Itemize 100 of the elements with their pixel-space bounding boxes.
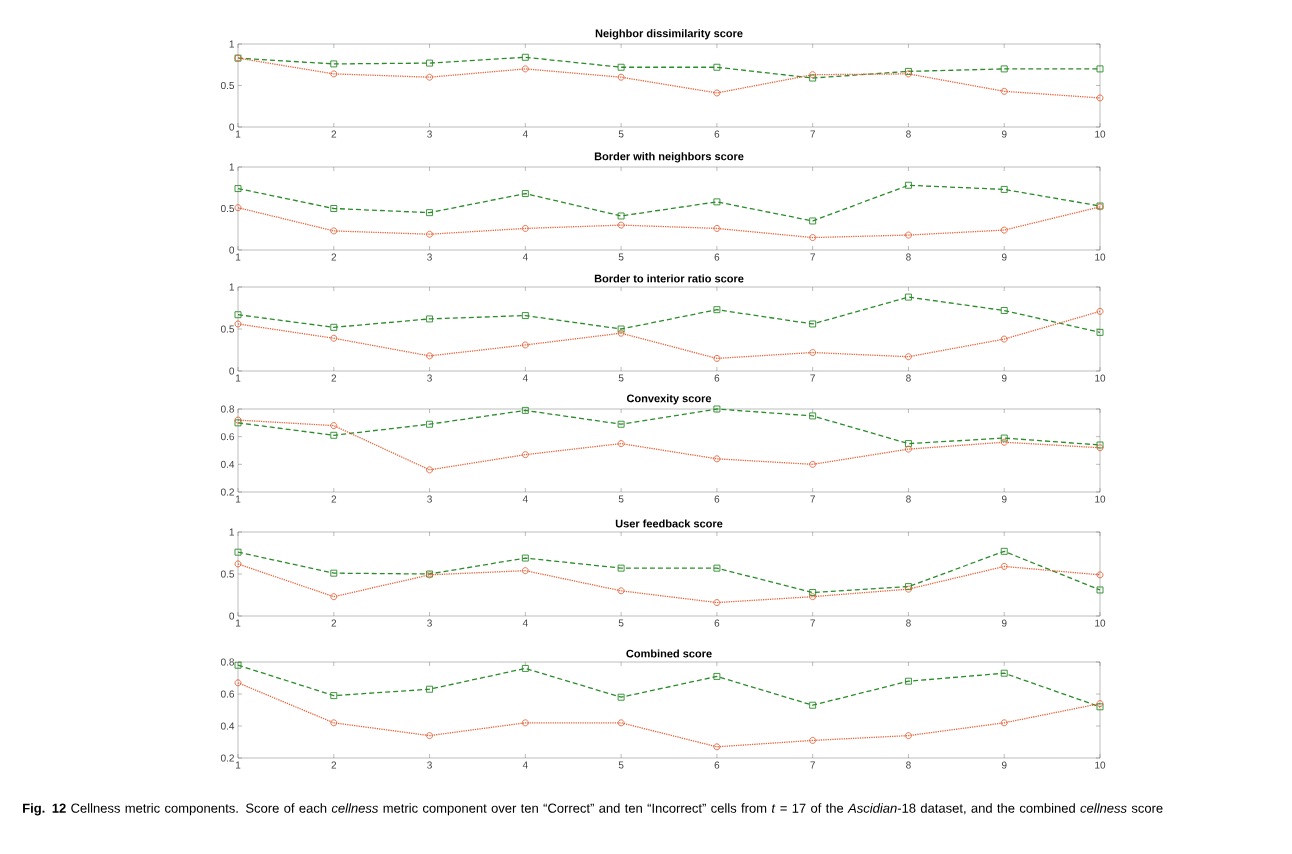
point (330, 205, 338, 212)
point (330, 593, 338, 601)
point (426, 230, 434, 238)
point (617, 719, 625, 727)
chart-title: Border to interior ratio score (594, 274, 744, 283)
point (809, 320, 817, 328)
y-tick-label: 0.2 (220, 488, 234, 496)
point (905, 353, 912, 361)
x-tick-label: 9 (1001, 495, 1007, 503)
x-tick-label: 5 (618, 495, 624, 503)
point (521, 53, 529, 61)
point (713, 224, 721, 232)
point (809, 412, 817, 420)
x-tick-label: 4 (522, 374, 528, 382)
x-tick-label: 4 (522, 253, 528, 261)
point (1096, 307, 1104, 315)
y-tick-label: 0 (229, 612, 235, 620)
point (713, 63, 721, 71)
x-tick-label: 6 (714, 374, 720, 382)
y-tick-label: 0 (229, 123, 235, 131)
x-tick-label: 2 (331, 761, 337, 769)
point (905, 677, 912, 685)
point (1096, 65, 1104, 73)
point (1000, 438, 1008, 446)
point (809, 460, 817, 468)
point (426, 209, 434, 217)
x-tick-label: 1 (235, 495, 241, 503)
chart-title: Convexity score (626, 394, 712, 405)
point (1000, 719, 1008, 727)
x-tick-label: 6 (714, 619, 720, 627)
x-tick-label: 7 (810, 495, 815, 503)
point (521, 65, 529, 73)
y-tick-label: 0.6 (220, 690, 235, 698)
x-tick-label: 5 (618, 130, 624, 138)
point (1000, 669, 1008, 677)
point (330, 431, 338, 439)
point (617, 212, 625, 220)
x-tick-label: 3 (427, 130, 432, 138)
point (521, 567, 529, 575)
x-tick-label: 10 (1095, 761, 1106, 769)
point (330, 323, 338, 331)
point (521, 451, 529, 459)
x-tick-label: 2 (331, 374, 337, 382)
point (809, 234, 817, 241)
x-tick-label: 4 (522, 495, 528, 503)
point (617, 329, 625, 337)
point (426, 315, 434, 323)
y-tick-label: 0.4 (220, 460, 235, 468)
point (1096, 571, 1104, 579)
x-tick-label: 9 (1001, 374, 1007, 382)
point (234, 679, 242, 687)
point (330, 70, 338, 78)
x-tick-label: 7 (810, 761, 815, 769)
x-tick-label: 2 (331, 619, 337, 627)
y-tick-label: 1 (229, 528, 234, 536)
point (617, 440, 625, 448)
point (905, 181, 912, 189)
point (1000, 307, 1008, 314)
x-tick-label: 9 (1001, 253, 1007, 261)
point (330, 422, 338, 430)
x-tick-label: 7 (810, 253, 815, 261)
point (426, 59, 434, 67)
x-tick-label: 1 (235, 130, 241, 138)
point (1000, 434, 1008, 442)
point (330, 227, 338, 235)
point (234, 661, 242, 669)
point (809, 593, 817, 601)
x-tick-label: 6 (714, 761, 720, 769)
y-tick-label: 0.8 (220, 658, 235, 666)
point (521, 554, 529, 562)
x-tick-label: 8 (906, 130, 911, 138)
point (905, 293, 912, 301)
x-tick-label: 6 (714, 253, 720, 261)
point (521, 190, 529, 198)
point (1000, 547, 1008, 555)
point (234, 548, 242, 556)
x-tick-label: 3 (427, 253, 432, 261)
x-tick-label: 8 (906, 619, 911, 627)
x-tick-label: 8 (906, 761, 911, 769)
point (617, 693, 625, 701)
x-tick-label: 10 (1095, 495, 1106, 503)
x-tick-label: 4 (522, 130, 528, 138)
x-tick-label: 3 (427, 495, 432, 503)
y-tick-label: 0.5 (220, 325, 235, 333)
x-tick-label: 10 (1095, 130, 1106, 138)
point (905, 732, 912, 740)
point (809, 701, 817, 709)
y-tick-label: 1 (229, 283, 234, 291)
point (713, 672, 721, 680)
y-tick-label: 0 (229, 367, 235, 375)
point (617, 221, 625, 229)
point (330, 569, 338, 577)
point (330, 719, 338, 727)
point (713, 564, 721, 572)
point (521, 664, 529, 672)
point (234, 204, 242, 212)
point (521, 406, 529, 414)
y-tick-label: 0.5 (220, 570, 235, 578)
point (521, 341, 529, 349)
point (1000, 563, 1008, 570)
